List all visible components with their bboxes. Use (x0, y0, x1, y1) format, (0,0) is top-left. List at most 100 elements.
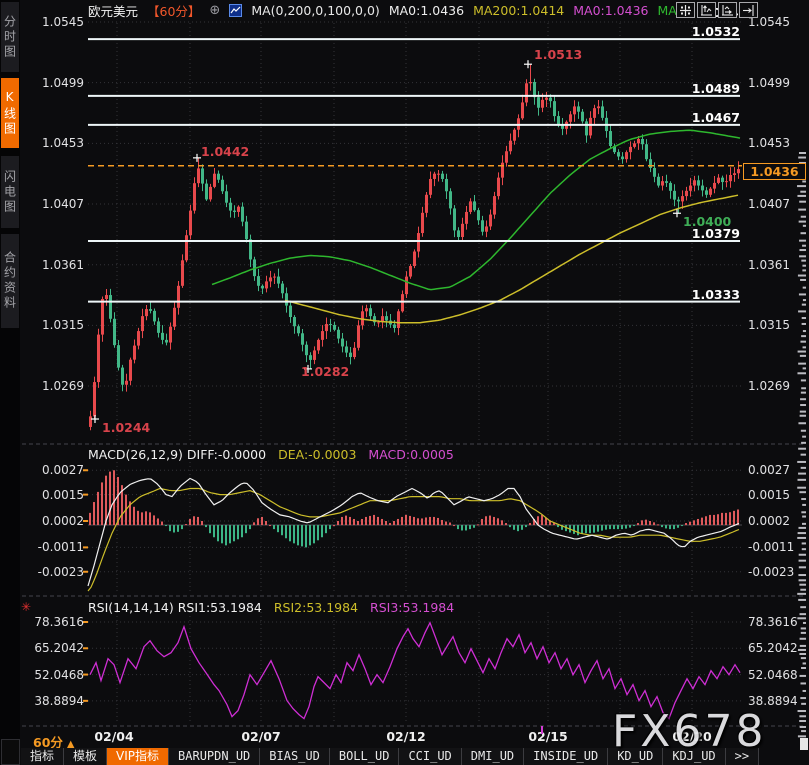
footer-period-dropdown[interactable]: 60分 ▲ (33, 732, 75, 751)
level-label-1.0379: 1.0379 (691, 225, 740, 241)
ma0b-legend: MA0:1.0436 (573, 2, 649, 18)
goto-latest-icon[interactable] (739, 2, 758, 18)
toolbar-tab-BIAS_UD[interactable]: BIAS_UD (260, 748, 330, 765)
rsi-tick-left-38.8894: 38.8894 (34, 693, 84, 708)
sidebar-tab-分时图[interactable]: 分时图 (1, 2, 19, 72)
fit-y-axis-icon[interactable] (697, 2, 716, 18)
price-tick-right-1.0453: 1.0453 (748, 136, 790, 151)
macd-tick-right--0.0011: -0.0011 (748, 540, 795, 555)
macd-series (87, 470, 742, 592)
footer-period-label: 60分 (33, 735, 63, 750)
pan-crosshair-icon[interactable] (676, 2, 695, 18)
price-annotation-1.0244: 1.0244 (102, 420, 151, 435)
price-tick-right-1.0407: 1.0407 (748, 197, 790, 212)
date-label-02/07: 02/07 (241, 729, 281, 744)
toolbar-tab-模板[interactable]: 模板 (64, 748, 108, 765)
ma200-legend: MA200:1.0414 (473, 2, 565, 18)
sidebar-tab-合约资料[interactable]: 合约资料 (1, 234, 19, 328)
macd-macd-label: MACD:0.0005 (368, 447, 454, 462)
sidebar-tab-K线图[interactable]: K线图 (1, 78, 19, 148)
chart-toolbar-icons (676, 2, 758, 18)
rsi-tick-left-78.3616: 78.3616 (34, 615, 84, 629)
chart-type-icon[interactable] (229, 3, 243, 17)
price-tick-right-1.0499: 1.0499 (748, 75, 790, 90)
macd-tick-left-0.0027: 0.0027 (42, 463, 84, 478)
macd-diff-line (87, 477, 740, 587)
macd-tick-left-0.0015: 0.0015 (42, 487, 84, 502)
macd-tick-right-0.0027: 0.0027 (748, 463, 790, 478)
rsi-settings-icon[interactable]: ✳ (21, 600, 32, 614)
macd-tick-left-0.0002: 0.0002 (42, 514, 84, 528)
toolbar-tab-BARUPDN_UD[interactable]: BARUPDN_UD (169, 748, 261, 765)
date-label-02/15: 02/15 (528, 729, 568, 744)
price-tick-left-1.0269: 1.0269 (42, 379, 84, 394)
level-label-1.0333: 1.0333 (691, 286, 740, 302)
rsi-params-label: RSI(14,14,14) RSI1:53.1984 (88, 600, 262, 615)
macd-tick-right--0.0023: -0.0023 (748, 564, 795, 579)
level-label-1.0467: 1.0467 (691, 109, 740, 125)
ma-settings-label: MA(0,200,0,100,0,0) (251, 2, 380, 18)
toolbar-tab-CCI_UD[interactable]: CCI_UD (399, 748, 462, 765)
price-annotation-1.0513: 1.0513 (534, 47, 583, 62)
toolbar-more-tabs[interactable]: >> (725, 748, 760, 765)
period-label: 【60分】 (147, 3, 201, 19)
candlestick-series (89, 64, 740, 431)
extreme-marker (304, 364, 312, 373)
price-tick-left-1.0545: 1.0545 (42, 15, 84, 29)
rsi2-label: RSI2:53.1984 (273, 600, 359, 615)
price-tick-right-1.0361: 1.0361 (748, 257, 790, 272)
macd-header: MACD(26,12,9) DIFF:-0.0000 DEA:-0.0003 M… (88, 447, 454, 462)
rsi-header: RSI(14,14,14) RSI1:53.1984 RSI2:53.1984 … (88, 600, 454, 615)
toolbar-tab-KDJ_UD[interactable]: KDJ_UD (663, 748, 726, 765)
rsi-line (89, 621, 741, 720)
price-tick-right-1.0269: 1.0269 (748, 379, 790, 394)
rsi-tick-left-65.2042: 65.2042 (34, 641, 84, 656)
rsi-tick-right-65.2042: 65.2042 (748, 641, 798, 656)
toolbar-tab-指标[interactable]: 指标 (21, 748, 65, 765)
date-label-02/20: 02/20 (672, 729, 712, 744)
price-tick-left-1.0407: 1.0407 (42, 197, 84, 212)
toolbar-tab-DMI_UD[interactable]: DMI_UD (461, 748, 525, 765)
level-label-1.0489: 1.0489 (691, 80, 740, 96)
fit-x-axis-icon[interactable] (718, 2, 737, 18)
sidebar-tab-闪电图[interactable]: 闪电图 (1, 156, 19, 228)
toolbar-tab-VIP指标[interactable]: VIP指标 (107, 748, 170, 765)
price-tick-left-1.0499: 1.0499 (42, 75, 84, 90)
price-annotation-1.0282: 1.0282 (301, 364, 350, 379)
time-cursor-tick (541, 726, 543, 734)
current-price-box: 1.0436 (743, 163, 806, 180)
macd-tick-left--0.0023: -0.0023 (37, 564, 84, 579)
price-tick-left-1.0453: 1.0453 (42, 136, 84, 151)
toolbar-tab-INSIDE_UD[interactable]: INSIDE_UD (524, 748, 609, 765)
price-tick-right-1.0315: 1.0315 (748, 318, 790, 333)
rsi-tick-right-38.8894: 38.8894 (748, 693, 798, 708)
date-label-02/12: 02/12 (386, 729, 426, 744)
gridlines (22, 21, 806, 727)
toolbar-tab-KD_UD[interactable]: KD_UD (608, 748, 664, 765)
date-label-02/04: 02/04 (94, 729, 134, 744)
rsi-tick-left-52.0468: 52.0468 (34, 667, 84, 682)
price-tick-right-1.0545: 1.0545 (748, 15, 790, 29)
triangle-up-icon: ▲ (66, 739, 75, 750)
price-annotation-1.0400: 1.0400 (683, 214, 732, 229)
ma-legend: MA (657, 2, 677, 18)
rsi-tick-right-52.0468: 52.0468 (748, 667, 798, 682)
add-indicator-icon[interactable]: ⊕ (209, 2, 221, 18)
toolbar-tab-BOLL_UD[interactable]: BOLL_UD (329, 748, 400, 765)
extreme-marker (91, 415, 99, 424)
macd-tick-right-0.0002: 0.0002 (748, 514, 790, 528)
corner-box (1, 739, 20, 765)
symbol-title: 欧元美元 (88, 3, 139, 19)
right-scrollbar[interactable] (797, 152, 808, 750)
topbar: 欧元美元 【60分】 ⊕ MA(0,200,0,100,0,0) MA0:1.0… (88, 2, 677, 19)
ma-line-MA200 (284, 194, 739, 324)
extreme-marker (524, 60, 532, 69)
ma-line-MA100 (211, 129, 741, 291)
level-label-1.0532: 1.0532 (691, 24, 740, 40)
bottom-toolbar: 指标 模板 VIP指标 BARUPDN_UD BIAS_UD BOLL_UD CCI_UD D… (21, 748, 760, 765)
scrollbar-thumb[interactable] (800, 738, 808, 750)
sidebar: 分时图 K线图闪电图合约资料 (0, 0, 20, 765)
extreme-marker (673, 209, 681, 218)
